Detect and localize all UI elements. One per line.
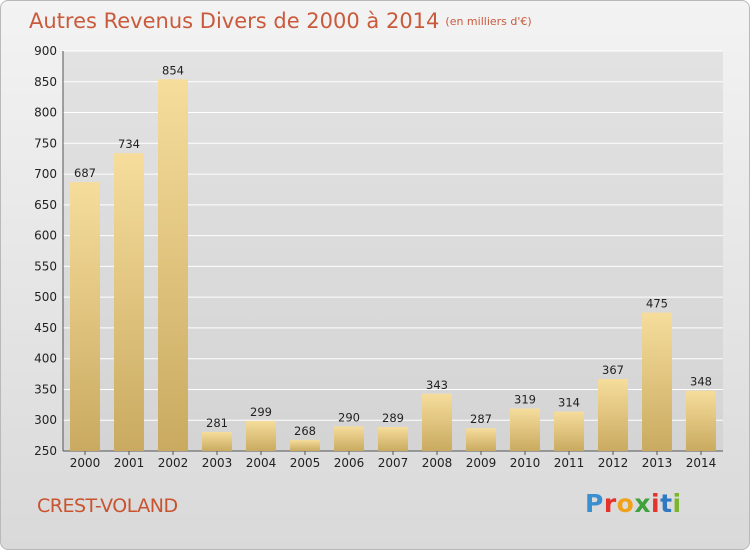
bar-value-label: 348: [690, 375, 712, 389]
x-tick-label: 2000: [70, 456, 101, 470]
y-tick-label: 900: [34, 44, 57, 58]
bar-value-label: 734: [118, 137, 140, 151]
bar-value-label: 367: [602, 363, 624, 377]
y-tick-label: 650: [34, 198, 57, 212]
logo-letter: t: [660, 489, 673, 518]
chart-unit: (en milliers d'€): [445, 15, 532, 28]
y-tick-label: 850: [34, 75, 57, 89]
y-tick-label: 250: [34, 444, 57, 458]
x-tick-label: 2010: [510, 456, 541, 470]
bar: [554, 411, 584, 451]
x-tick-label: 2014: [686, 456, 717, 470]
chart-title: Autres Revenus Divers de 2000 à 2014 (en …: [29, 9, 532, 33]
bar: [642, 312, 672, 451]
x-tick-label: 2004: [246, 456, 277, 470]
x-tick-label: 2009: [466, 456, 497, 470]
y-tick-label: 300: [34, 413, 57, 427]
y-tick-label: 600: [34, 229, 57, 243]
bar: [466, 428, 496, 451]
bar: [510, 408, 540, 451]
bar-value-label: 314: [558, 396, 580, 410]
bar-value-label: 687: [74, 166, 96, 180]
commune-name: CREST-VOLAND: [37, 495, 178, 517]
y-tick-label: 700: [34, 167, 57, 181]
bar: [114, 153, 144, 451]
logo-letter: x: [634, 489, 651, 518]
bar-value-label: 290: [338, 410, 360, 424]
bar-value-label: 475: [646, 297, 668, 311]
bar-value-label: 319: [514, 393, 536, 407]
y-tick-label: 550: [34, 259, 57, 273]
x-tick-label: 2006: [334, 456, 365, 470]
proxiti-logo: Proxiti: [585, 489, 682, 518]
bar: [246, 420, 276, 451]
bar: [686, 390, 716, 451]
y-tick-label: 450: [34, 321, 57, 335]
x-tick-label: 2005: [290, 456, 321, 470]
logo-letter: i: [672, 489, 682, 518]
y-tick-label: 400: [34, 352, 57, 366]
logo-letter: i: [651, 489, 661, 518]
bar: [422, 393, 452, 451]
bar: [378, 427, 408, 451]
logo-letter: P: [585, 489, 604, 518]
logo-letter: r: [603, 489, 617, 518]
bar: [334, 426, 364, 451]
bar: [598, 379, 628, 451]
x-tick-label: 2012: [598, 456, 629, 470]
bar-value-label: 854: [162, 63, 184, 77]
bar-value-label: 343: [426, 378, 448, 392]
bar-value-label: 299: [250, 405, 272, 419]
y-tick-label: 350: [34, 382, 57, 396]
bar: [290, 439, 320, 451]
bar: [158, 79, 188, 452]
bar: [202, 431, 232, 451]
x-tick-label: 2007: [378, 456, 409, 470]
y-tick-label: 500: [34, 290, 57, 304]
bar-value-label: 281: [206, 416, 228, 430]
logo-letter: o: [616, 489, 635, 518]
chart-title-text: Autres Revenus Divers de 2000 à 2014: [29, 9, 440, 33]
x-tick-label: 2008: [422, 456, 453, 470]
y-tick-label: 750: [34, 136, 57, 150]
bar-value-label: 289: [382, 411, 404, 425]
x-tick-label: 2011: [554, 456, 585, 470]
x-tick-label: 2013: [642, 456, 673, 470]
bar-value-label: 268: [294, 424, 316, 438]
x-tick-label: 2001: [114, 456, 145, 470]
y-tick-label: 800: [34, 106, 57, 120]
x-tick-label: 2003: [202, 456, 233, 470]
x-tick-label: 2002: [158, 456, 189, 470]
bar-value-label: 287: [470, 412, 492, 426]
bar: [70, 182, 100, 452]
